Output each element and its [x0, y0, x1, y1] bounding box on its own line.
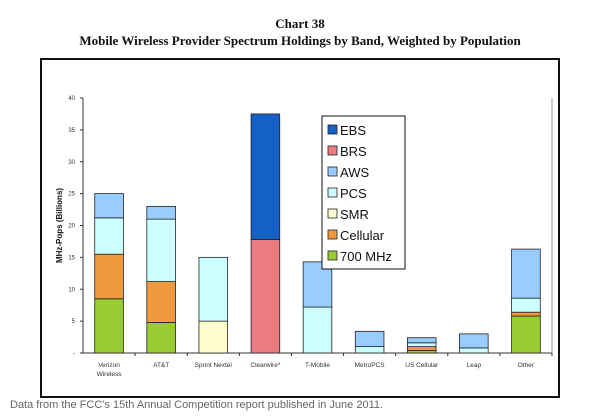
bar-segment-smr [198, 320, 229, 354]
legend-label: PCS [340, 186, 367, 201]
bar-segment-700-mhz [94, 298, 124, 354]
bar-segment-pcs [511, 297, 541, 313]
bar-segment-aws [459, 333, 489, 349]
x-tick-label: Clearwire* [250, 362, 280, 369]
x-tick-label: Verizon [98, 362, 120, 369]
x-tick-label: T-Mobile [305, 362, 330, 369]
bar-segment-cellular [511, 311, 541, 317]
bar-segment-aws [406, 337, 437, 344]
bar-segment-cellular [146, 281, 176, 323]
bar-segment-pcs [459, 347, 489, 354]
bar-segment-ebs [250, 113, 281, 240]
y-tick-label: 20 [68, 224, 75, 230]
bar-segment-700-mhz [146, 321, 176, 354]
legend-swatch [327, 124, 338, 135]
legend-swatch [327, 166, 338, 177]
chart-title: Chart 38 [275, 16, 325, 31]
x-tick-label: Wireless [97, 371, 123, 378]
y-tick-label: 15 [68, 255, 75, 261]
bar-segment-aws [354, 330, 385, 348]
legend-label: BRS [340, 144, 367, 159]
bar-segment-aws [146, 205, 176, 220]
x-tick-label: Leap [467, 362, 482, 369]
bar-segment-aws [94, 193, 124, 219]
source-note: Data from the FCC's 15th Annual Competit… [10, 399, 384, 411]
bar-segment-pcs [146, 218, 176, 282]
legend-label: Cellular [340, 228, 385, 243]
y-tick-label: 10 [68, 287, 75, 293]
bar-segment-pcs [198, 256, 229, 322]
legend-swatch [327, 229, 338, 240]
y-tick-label: 25 [68, 192, 75, 198]
legend-swatch [327, 145, 338, 156]
y-tick-label: 35 [68, 128, 75, 134]
x-tick-label: Other [518, 362, 535, 369]
y-tick-label: 5 [72, 319, 76, 325]
x-tick-label: US Cellular [405, 362, 439, 369]
bar-segment-700-mhz [511, 315, 541, 354]
bar-segment-cellular [406, 346, 437, 351]
legend-label: SMR [340, 207, 369, 222]
legend-label: EBS [340, 123, 366, 138]
bar-segment-pcs [406, 342, 437, 348]
x-tick-label: AT&T [153, 362, 169, 369]
y-tick-label: 30 [68, 160, 75, 166]
y-axis-label: MHz-Pops (Billions) [55, 188, 64, 263]
legend-swatch [327, 250, 338, 261]
legend-swatch [327, 187, 338, 198]
legend-swatch [327, 208, 338, 219]
legend-label: 700 MHz [340, 249, 392, 264]
chart-subtitle: Mobile Wireless Provider Spectrum Holdin… [79, 33, 521, 48]
x-tick-label: Sprint Nextel [195, 362, 233, 369]
bar-segment-cellular [94, 253, 124, 300]
y-tick-label: - [73, 351, 75, 357]
x-tick-label: MetroPCS [355, 362, 386, 369]
bar-segment-brs [250, 239, 281, 354]
legend-label: AWS [340, 165, 369, 180]
bar-segment-aws [511, 248, 541, 299]
y-tick-label: 40 [68, 96, 75, 102]
bar-segment-pcs [354, 346, 385, 354]
bar-segment-pcs [94, 217, 124, 255]
bar-segment-pcs [302, 306, 333, 354]
chart-frame [40, 58, 560, 398]
